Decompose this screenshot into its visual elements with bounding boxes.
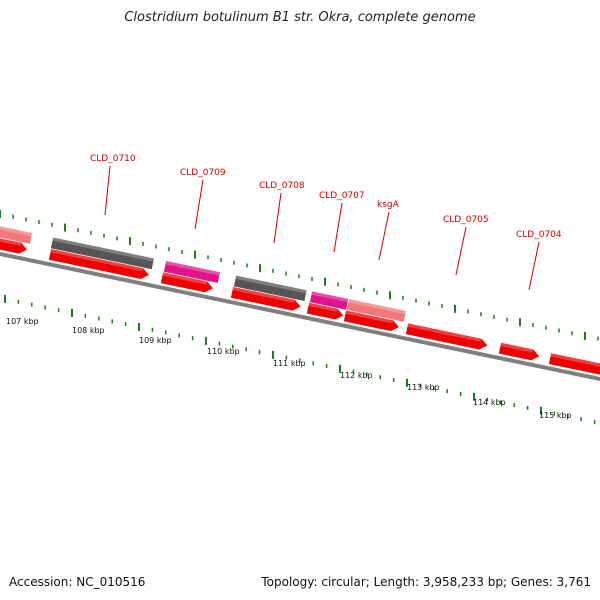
gene-arrow-7-body [405, 323, 488, 350]
gene-arrow-left-shine [0, 234, 22, 247]
leader-line-cld_0705 [455, 226, 467, 276]
gene-arrow-3-body [160, 272, 213, 293]
gene-label-cld_0704: CLD_0704 [516, 230, 562, 240]
gene-arrow-left [0, 234, 27, 254]
gene-arrow-9-shine [550, 353, 600, 370]
leader-line-cld_0709 [194, 179, 204, 230]
gene-block-gray-0708 [233, 275, 307, 302]
gene-arrow-5 [306, 302, 344, 320]
gene-arrow-2 [48, 249, 149, 279]
gene-arrow-9-body [548, 353, 600, 377]
gene-arrow-2-body [48, 249, 149, 279]
gene-arrow-5-body [306, 302, 344, 320]
gene-arrow-5-shine [308, 302, 338, 312]
gene-block-magenta-0709-shine [165, 260, 220, 276]
gene-arrow-3 [160, 272, 213, 293]
lower-tick-row [4, 295, 596, 424]
gene-arrow-left-body [0, 234, 27, 254]
kbp-label-108: 108 kbp [72, 326, 105, 335]
gene-block-pink-ksga-body [346, 299, 406, 322]
leader-line-cld_0708 [273, 192, 282, 244]
gene-block-gray-0708-shine [235, 275, 307, 294]
gene-arrow-6-shine [345, 310, 394, 324]
gene-label-cld_0710: CLD_0710 [90, 154, 136, 164]
kbp-label-112: 112 kbp [340, 371, 373, 380]
genome-summary-text: Topology: circular; Length: 3,958,233 bp… [261, 575, 591, 589]
gene-label-cld_0708: CLD_0708 [259, 181, 305, 191]
kbp-label-109: 109 kbp [139, 336, 172, 345]
gene-arrow-9 [548, 353, 600, 377]
leader-line-cld_0710 [104, 165, 111, 216]
gene-block-magenta-0707 [309, 291, 349, 310]
kbp-label-114: 114 kbp [473, 398, 506, 407]
gene-block-gray-0710 [50, 237, 154, 270]
kbp-label-110: 110 kbp [207, 347, 240, 356]
gene-block-gray-0708-body [233, 275, 307, 302]
gene-block-magenta-0709-body [163, 260, 220, 283]
gene-label-cld_0705: CLD_0705 [443, 215, 489, 225]
gene-block-gray-0710-shine [52, 237, 154, 262]
gene-arrow-6-body [343, 310, 399, 332]
leader-line-cld_0707 [333, 202, 343, 253]
gene-label-ksga: ksgA [377, 200, 400, 210]
gene-arrow-3-shine [162, 272, 208, 285]
gene-block-magenta-0707-body [309, 291, 349, 310]
gene-block-gray-0710-body [50, 237, 154, 270]
gene-arrow-4 [230, 286, 301, 311]
gene-arrow-2-shine [50, 249, 144, 272]
gene-arrow-7 [405, 323, 488, 350]
kbp-label-115: 115 kbp [539, 411, 572, 420]
upper-tick-row [0, 210, 599, 341]
gene-label-cld_0709: CLD_0709 [180, 168, 226, 178]
gene-arrow-4-body [230, 286, 301, 311]
gene-arrow-8-shine [500, 342, 534, 353]
gene-block-pink-left-body [0, 222, 33, 244]
gene-arrow-7-shine [407, 323, 482, 342]
kbp-label-111: 111 kbp [273, 359, 306, 368]
gene-block-pink-ksga [346, 299, 406, 322]
gene-arrow-6 [343, 310, 399, 332]
gene-block-pink-left-shine [0, 222, 33, 237]
gene-block-pink-left [0, 222, 33, 244]
gene-block-pink-ksga-shine [348, 299, 406, 315]
gene-arrow-8-body [498, 342, 540, 361]
gene-arrow-8 [498, 342, 540, 361]
gene-block-magenta-0707-shine [311, 291, 349, 303]
gene-arrow-4-shine [232, 286, 295, 304]
leader-line-ksga [378, 211, 390, 261]
gene-label-cld_0707: CLD_0707 [319, 191, 365, 201]
leader-line-cld_0704 [528, 241, 540, 291]
genome-backbone [0, 251, 600, 382]
accession-text: Accession: NC_010516 [9, 575, 146, 589]
map-title: Clostridium botulinum B1 str. Okra, comp… [124, 10, 476, 25]
gene-block-magenta-0709 [163, 260, 220, 283]
kbp-label-107: 107 kbp [6, 317, 39, 326]
kbp-label-113: 113 kbp [407, 383, 440, 392]
backbone-group [0, 251, 600, 382]
